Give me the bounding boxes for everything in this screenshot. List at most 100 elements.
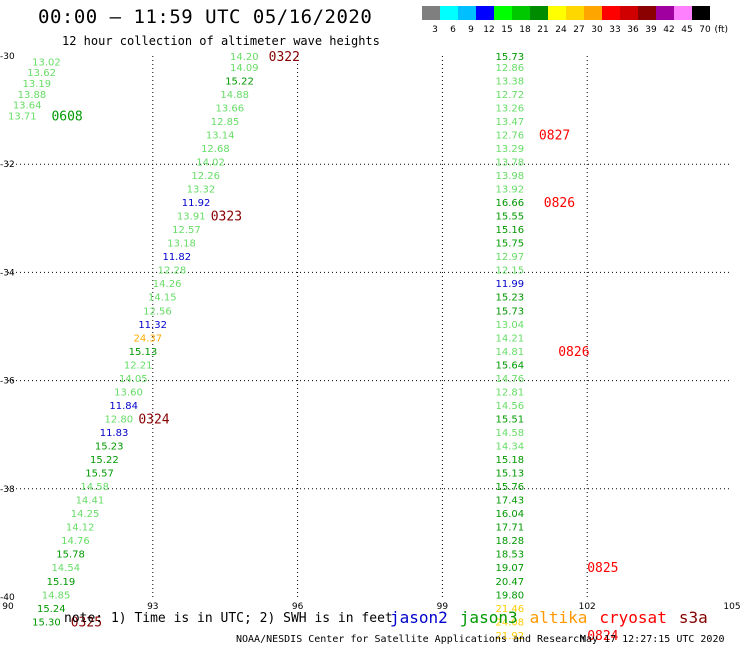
swh-value-label: 15.23 bbox=[495, 293, 524, 304]
x-tick-label: 99 bbox=[437, 602, 449, 612]
pass-time-label: 0608 bbox=[51, 110, 82, 125]
y-tick-label: -36 bbox=[0, 377, 15, 387]
swh-value-label: 13.60 bbox=[114, 387, 143, 398]
colorbar-label: 15 bbox=[501, 25, 512, 35]
swh-value-label: 18.53 bbox=[495, 550, 524, 561]
swh-value-label: 16.66 bbox=[495, 198, 524, 209]
colorbar-label: 39 bbox=[645, 25, 657, 35]
swh-value-label: 12.57 bbox=[172, 225, 201, 236]
colorbar-swatch bbox=[548, 6, 566, 20]
swh-value-label: 14.09 bbox=[230, 63, 259, 74]
swh-value-label: 14.26 bbox=[153, 279, 182, 290]
colorbar-label: 30 bbox=[591, 25, 603, 35]
swh-value-label: 13.88 bbox=[18, 90, 47, 101]
swh-value-label: 13.98 bbox=[495, 171, 524, 182]
color-scale-bar: 3 6 9 12 15 18 21 24 27 30 33 36 39 42 45 70 (ft) bbox=[422, 6, 728, 35]
swh-value-label: 12.85 bbox=[211, 117, 240, 128]
colorbar-unit: (ft) bbox=[714, 25, 728, 35]
swh-value-label: 15.51 bbox=[495, 414, 524, 425]
pass-time-label: 0826 bbox=[558, 345, 589, 360]
swh-value-label: 19.80 bbox=[495, 590, 524, 601]
grid-lines bbox=[8, 56, 732, 597]
swh-value-label: 14.54 bbox=[51, 563, 80, 574]
x-tick-label: 102 bbox=[579, 602, 596, 612]
swh-value-label: 14.58 bbox=[80, 482, 109, 493]
colorbar-swatch bbox=[674, 6, 692, 20]
pass-time-label: 0323 bbox=[211, 210, 242, 225]
swh-value-label: 14.20 bbox=[230, 52, 259, 63]
swh-value-label: 14.34 bbox=[495, 442, 524, 453]
colorbar-swatch bbox=[584, 6, 602, 20]
swh-value-label: 24.37 bbox=[133, 333, 162, 344]
colorbar-swatch bbox=[440, 6, 458, 20]
swh-value-label: 11.99 bbox=[495, 279, 524, 290]
swh-value-label: 14.02 bbox=[196, 157, 225, 168]
swh-value-label: 15.30 bbox=[32, 617, 61, 628]
pass-time-label: 0325 bbox=[71, 615, 102, 630]
colorbar-label: 33 bbox=[609, 25, 620, 35]
x-tick-label: 90 bbox=[2, 602, 14, 612]
swh-value-label: 15.78 bbox=[56, 550, 85, 561]
colorbar-swatch bbox=[692, 6, 710, 20]
swh-value-label: 13.47 bbox=[495, 117, 524, 128]
swh-value-label: 14.81 bbox=[495, 347, 524, 358]
timestamp: May 17 12:27:15 UTC 2020 bbox=[580, 634, 725, 645]
colorbar-label: 45 bbox=[681, 25, 692, 35]
colorbar-label: 70 bbox=[699, 25, 711, 35]
legend-item-jason2: jason2 bbox=[390, 608, 448, 627]
swh-value-label: 12.28 bbox=[158, 266, 187, 277]
swh-value-label: 14.41 bbox=[76, 496, 105, 507]
legend-item-altika: altika bbox=[529, 608, 588, 627]
swh-value-label: 15.22 bbox=[225, 76, 254, 87]
swh-value-label: 13.04 bbox=[495, 320, 524, 331]
swh-value-label: 15.76 bbox=[495, 482, 524, 493]
colorbar-label: 9 bbox=[468, 25, 474, 35]
colorbar-swatch bbox=[656, 6, 674, 20]
colorbar-label: 27 bbox=[573, 25, 584, 35]
pass-time-label: 0324 bbox=[138, 412, 169, 427]
swh-value-label: 12.86 bbox=[495, 63, 524, 74]
colorbar-label: 21 bbox=[537, 25, 548, 35]
swh-value-label: 12.81 bbox=[495, 387, 524, 398]
swh-value-label: 12.56 bbox=[143, 306, 172, 317]
swh-value-label: 14.88 bbox=[220, 90, 249, 101]
x-tick-label: 93 bbox=[147, 602, 158, 612]
swh-value-label: 13.78 bbox=[495, 157, 524, 168]
swh-value-label: 17.71 bbox=[495, 523, 524, 534]
swh-value-label: 13.91 bbox=[177, 212, 206, 223]
y-tick-label: -38 bbox=[0, 485, 15, 495]
colorbar-swatch bbox=[530, 6, 548, 20]
swh-value-label: 14.15 bbox=[148, 293, 177, 304]
colorbar-label: 24 bbox=[555, 25, 567, 35]
swh-value-label: 12.21 bbox=[124, 360, 153, 371]
pass-time-label: 0824 bbox=[587, 629, 618, 644]
colorbar-label: 36 bbox=[627, 25, 639, 35]
swh-value-label: 11.92 bbox=[182, 198, 211, 209]
swh-value-label: 13.92 bbox=[495, 185, 524, 196]
chart-subtitle: 12 hour collection of altimeter wave hei… bbox=[62, 34, 380, 48]
swh-value-label: 11.82 bbox=[162, 252, 191, 263]
colorbar-label: 42 bbox=[663, 25, 674, 35]
y-tick-label: -34 bbox=[0, 268, 15, 278]
colorbar-swatch bbox=[476, 6, 494, 20]
legend-item-jason3: jason3 bbox=[459, 608, 518, 627]
swh-value-label: 13.32 bbox=[187, 185, 216, 196]
swh-value-label: 12.80 bbox=[105, 414, 134, 425]
pass-time-label: 0825 bbox=[587, 561, 618, 576]
swh-value-label: 15.73 bbox=[495, 52, 524, 63]
colorbar-label: 12 bbox=[483, 25, 494, 35]
y-tick-label: -40 bbox=[0, 593, 15, 603]
swh-value-label: 19.07 bbox=[495, 563, 524, 574]
x-tick-label: 105 bbox=[723, 602, 740, 612]
swh-value-label: 13.29 bbox=[495, 144, 524, 155]
swh-value-label: 11.84 bbox=[109, 401, 138, 412]
swh-value-label: 13.62 bbox=[27, 68, 56, 79]
swh-value-label: 14.56 bbox=[495, 401, 524, 412]
swh-value-label: 11.32 bbox=[138, 320, 167, 331]
satellite-legend: jason2 jason3 altika cryosat s3a bbox=[390, 608, 720, 627]
swh-value-label: 16.04 bbox=[495, 509, 524, 520]
swh-value-label: 12.97 bbox=[495, 252, 524, 263]
swh-value-label: 13.02 bbox=[32, 57, 61, 68]
swh-value-label: 15.55 bbox=[495, 212, 524, 223]
